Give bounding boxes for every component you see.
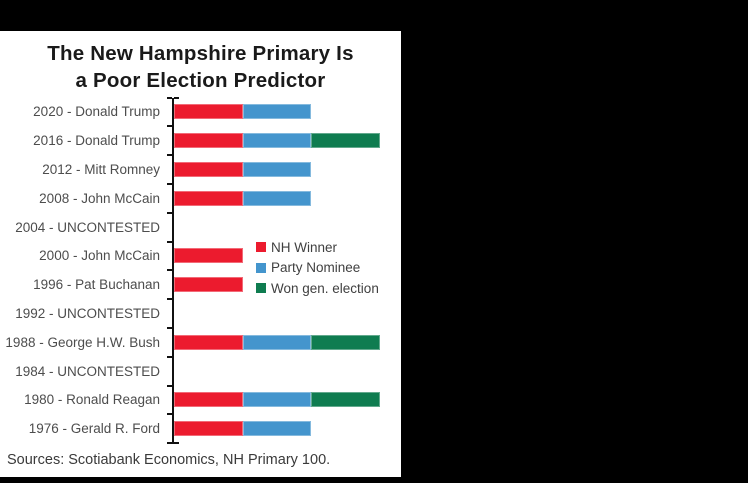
legend-label: Won gen. election [271, 280, 379, 296]
category-label: 2012 - Mitt Romney [42, 161, 160, 177]
axis-tick [167, 154, 172, 157]
axis-tick [167, 125, 172, 128]
axis-end-cap [174, 96, 179, 99]
legend-label: Party Nominee [271, 260, 361, 276]
category-label: 1980 - Ronald Reagan [24, 392, 160, 408]
chart-row: 2016 - Donald Trump [0, 126, 401, 155]
chart-row: 1988 - George H.W. Bush [0, 328, 401, 357]
axis-tick [167, 326, 172, 329]
chart-row: 1996 - Pat Buchanan [0, 270, 401, 299]
axis-tick [167, 355, 172, 358]
bar-segment-party-nominee [242, 190, 312, 206]
bar-segment-nh-winner [174, 277, 243, 293]
chart-row: 2004 - UNCONTESTED [0, 213, 401, 242]
legend-swatch-icon [256, 242, 266, 253]
bar-segment-nh-winner [174, 248, 243, 264]
stacked-bar [174, 334, 381, 350]
axis-tick [167, 384, 172, 387]
bar-segment-nh-winner [174, 161, 243, 177]
bar-segment-party-nominee [242, 133, 312, 149]
category-label: 2020 - Donald Trump [33, 104, 160, 120]
legend-swatch-icon [256, 262, 266, 273]
stacked-bar [174, 248, 243, 264]
bar-segment-nh-winner [174, 190, 243, 206]
chart-row: 1976 - Gerald R. Ford [0, 414, 401, 443]
chart-panel: The New Hampshire Primary Is a Poor Elect… [0, 31, 401, 477]
source-note: Sources: Scotiabank Economics, NH Primar… [7, 452, 331, 468]
legend-item: Won gen. election [256, 278, 379, 299]
chart-row: 2020 - Donald Trump [0, 98, 401, 127]
legend-item: Party Nominee [256, 258, 379, 279]
chart-title-line2: a Poor Election Predictor [75, 69, 326, 92]
bar-segment-won-general [311, 334, 381, 350]
stacked-bar [174, 161, 312, 177]
bar-segment-won-general [311, 133, 381, 149]
axis-tick [167, 298, 172, 301]
stacked-bar [174, 392, 381, 408]
stacked-bar [174, 421, 312, 437]
category-label: 2008 - John McCain [39, 190, 160, 206]
chart-row: 2008 - John McCain [0, 184, 401, 213]
legend-swatch-icon [256, 283, 266, 294]
legend: NH Winner Party Nominee Won gen. election [256, 237, 379, 299]
bar-segment-nh-winner [174, 104, 243, 120]
axis-end-cap [174, 442, 179, 445]
category-label: 1996 - Pat Buchanan [33, 277, 160, 293]
bar-segment-party-nominee [242, 104, 312, 120]
bar-segment-party-nominee [242, 392, 312, 408]
legend-item: NH Winner [256, 237, 379, 258]
bar-segment-party-nominee [242, 421, 312, 437]
chart-row: 1984 - UNCONTESTED [0, 357, 401, 386]
bar-segment-party-nominee [242, 334, 312, 350]
chart-title-line1: The New Hampshire Primary Is [47, 42, 354, 65]
bar-segment-won-general [311, 392, 381, 408]
category-label: 1984 - UNCONTESTED [15, 363, 160, 379]
bar-segment-party-nominee [242, 161, 312, 177]
axis-tick [167, 413, 172, 416]
category-label: 1988 - George H.W. Bush [5, 334, 160, 350]
chart-row: 2012 - Mitt Romney [0, 155, 401, 184]
stacked-bar [174, 277, 243, 293]
category-label: 1992 - UNCONTESTED [15, 305, 160, 321]
axis-tick [167, 269, 172, 272]
stacked-bar [174, 190, 312, 206]
bar-segment-nh-winner [174, 334, 243, 350]
chart-row: 1980 - Ronald Reagan [0, 385, 401, 414]
y-axis-line [172, 97, 174, 444]
axis-tick [167, 182, 172, 185]
chart-row: 2000 - John McCain [0, 241, 401, 270]
category-label: 1976 - Gerald R. Ford [28, 421, 160, 437]
axis-tick [167, 211, 172, 214]
axis-tick [167, 442, 172, 445]
category-label: 2004 - UNCONTESTED [15, 219, 160, 235]
stacked-bar [174, 104, 312, 120]
chart-row: 1992 - UNCONTESTED [0, 299, 401, 328]
bar-segment-nh-winner [174, 133, 243, 149]
chart-title: The New Hampshire Primary Is a Poor Elect… [0, 40, 401, 94]
category-label: 2000 - John McCain [39, 248, 160, 264]
axis-tick [167, 96, 172, 99]
legend-label: NH Winner [271, 239, 338, 255]
bar-segment-nh-winner [174, 421, 243, 437]
category-label: 2016 - Donald Trump [33, 133, 160, 149]
chart-rows: 2020 - Donald Trump 2016 - Donald Trump 20… [0, 98, 401, 444]
axis-tick [167, 240, 172, 243]
stacked-bar [174, 133, 381, 149]
bar-segment-nh-winner [174, 392, 243, 408]
